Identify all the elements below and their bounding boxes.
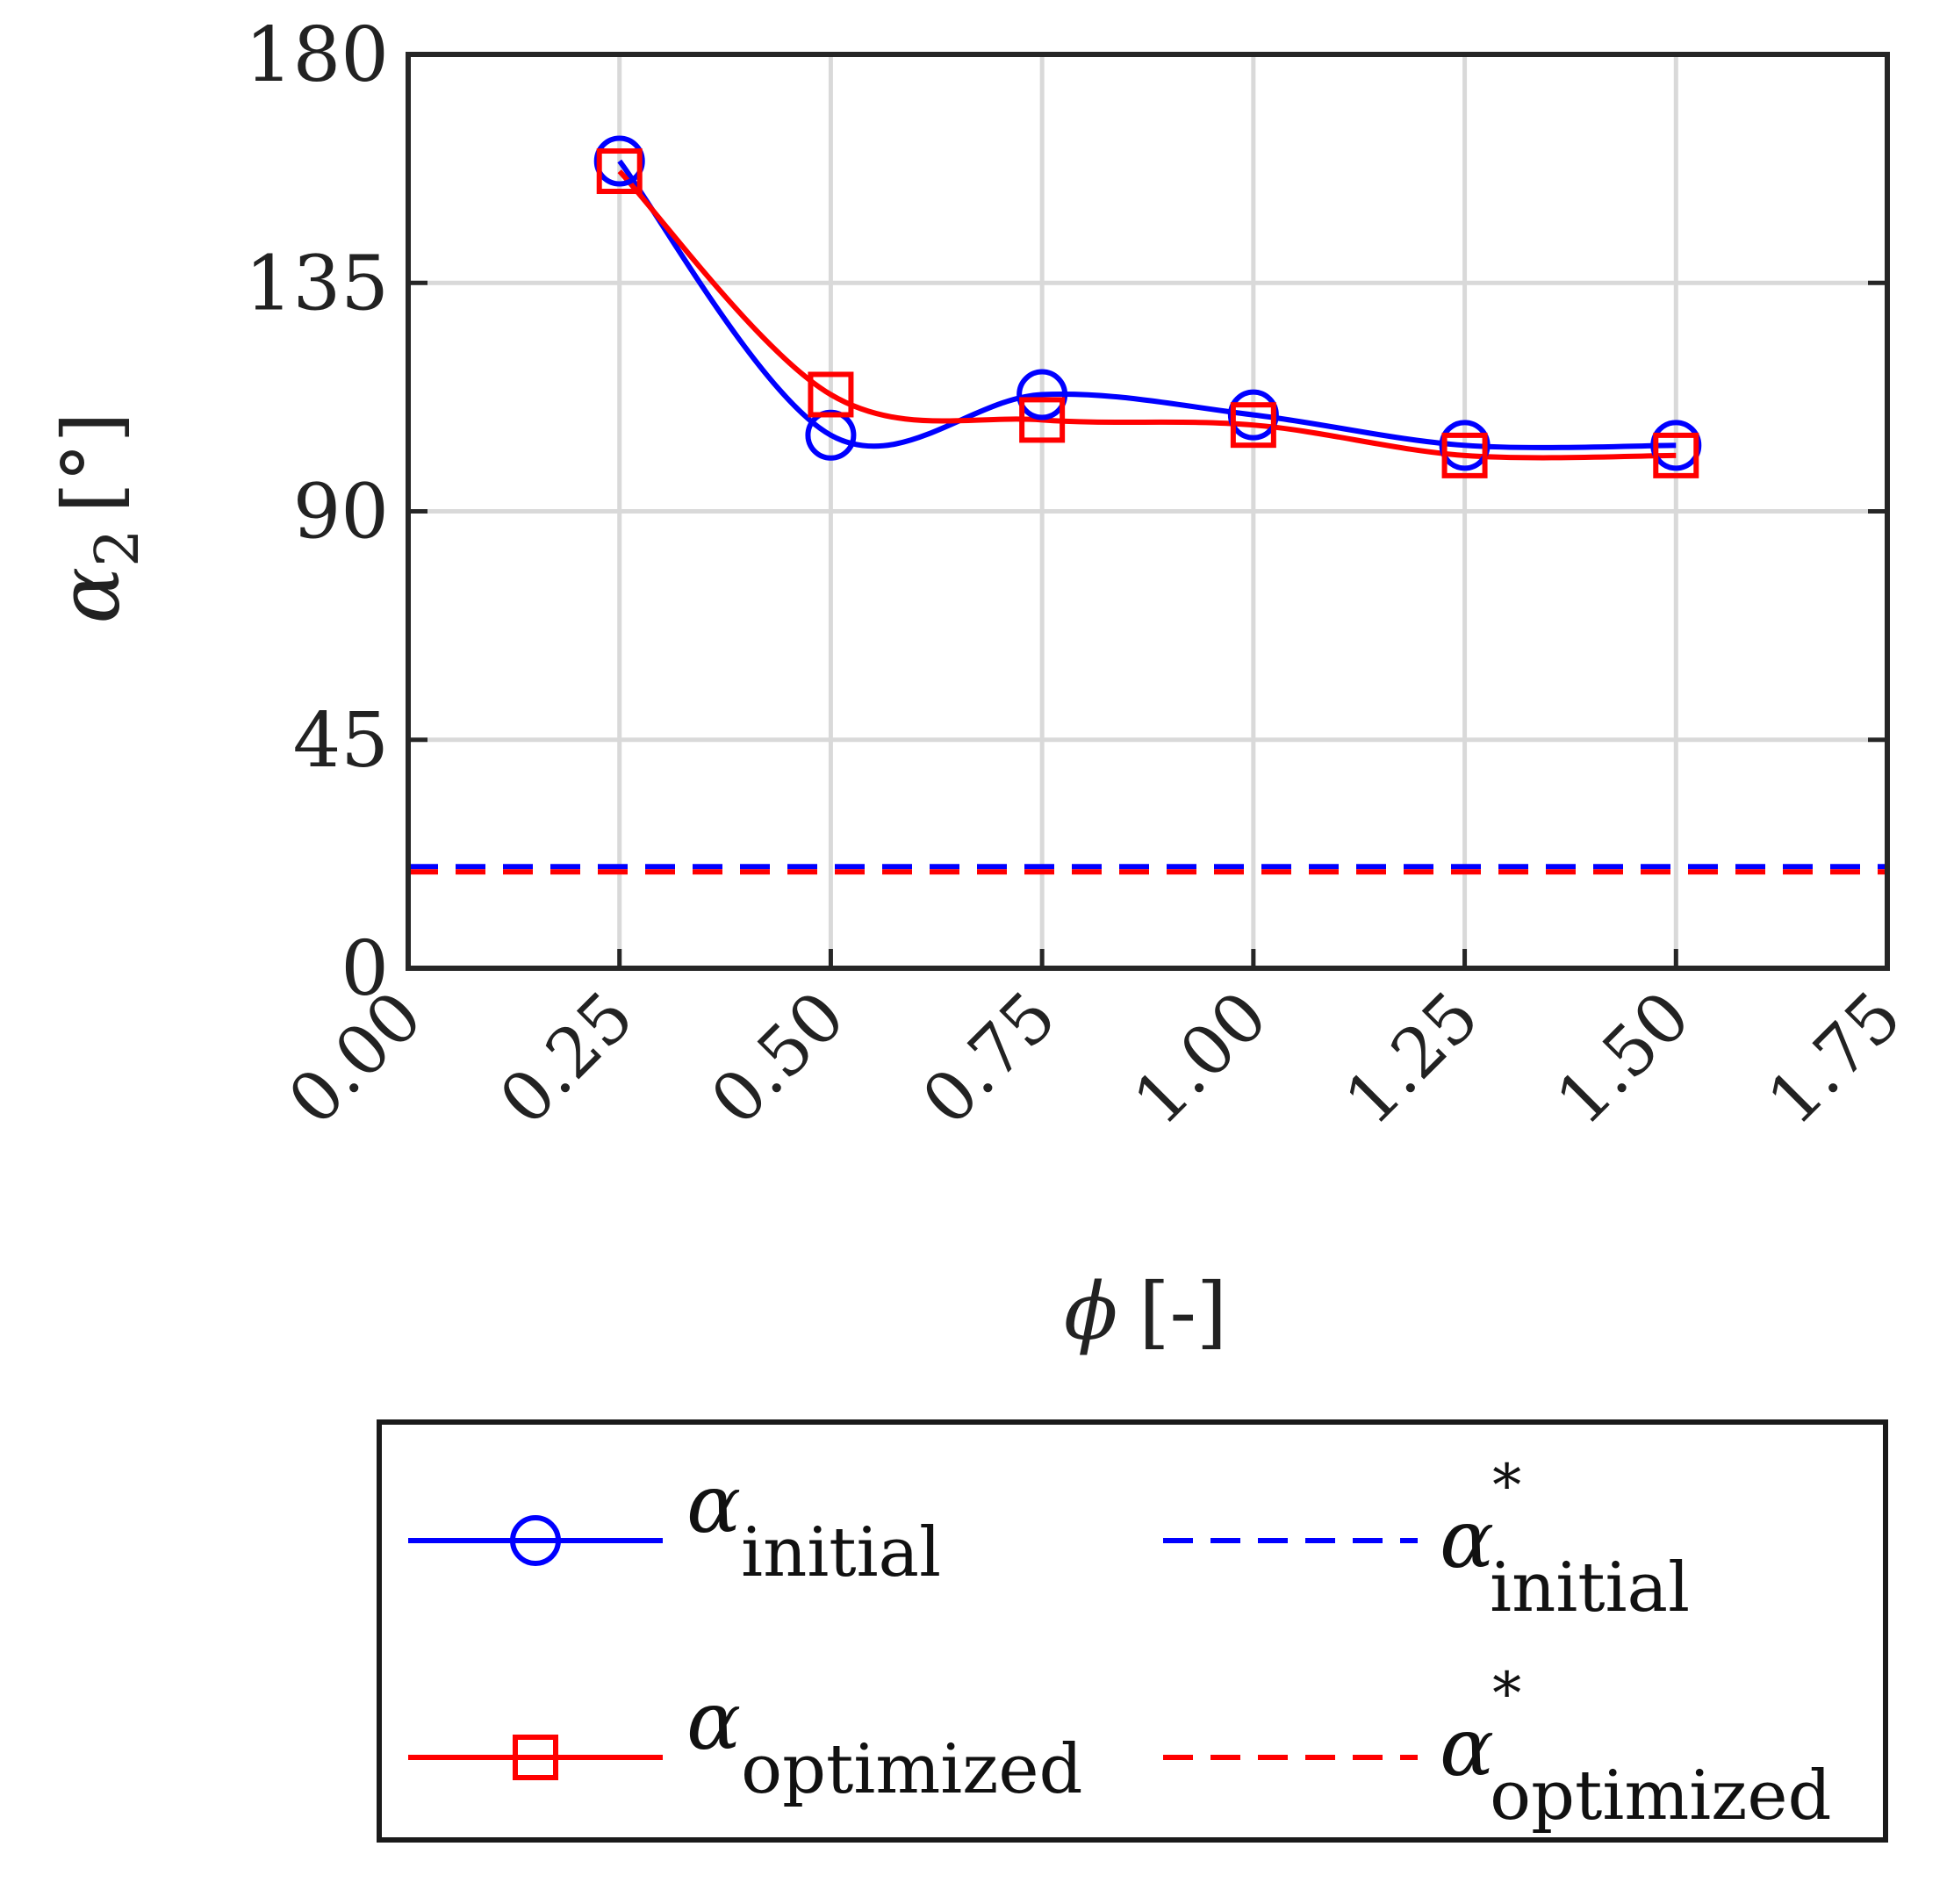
x-axis-label: ϕ [-] (1064, 1266, 1227, 1358)
legend-entry-initial-star: α* initial (1163, 1452, 1690, 1627)
legend-marker-square (513, 1735, 558, 1780)
y-tick-label: 180 (245, 11, 389, 99)
plot-frame (406, 52, 1890, 971)
legend-label-optimized-star: α* optimized (1440, 1660, 1831, 1836)
legend-label-initial-star: α* initial (1440, 1452, 1690, 1627)
x-tick-label: 1.50 (1541, 977, 1705, 1140)
series-lines (617, 159, 1677, 461)
x-tick-label: 1.75 (1753, 977, 1916, 1140)
series-line-initial (617, 159, 1677, 450)
legend-label-optimized: αoptimized (686, 1674, 1082, 1809)
legend-box (377, 1419, 1888, 1843)
legend-label-initial: αinitial (686, 1457, 941, 1592)
y-tick-label: 45 (293, 697, 389, 785)
x-tick-label: 0.75 (908, 977, 1071, 1140)
legend-marker-circle (510, 1515, 561, 1566)
data-point-optimized (1441, 432, 1488, 478)
data-point-optimized (1653, 432, 1699, 478)
x-tick-labels: 0.00 0.25 0.50 0.75 1.00 1.25 1.50 1.75 (274, 977, 1916, 1140)
data-point-initial (1017, 369, 1068, 420)
x-tick-label: 0.25 (485, 977, 649, 1140)
y-tick-label: 0 (341, 925, 389, 1013)
data-point-optimized (808, 371, 854, 418)
series-line-optimized (617, 169, 1677, 461)
y-tick-label: 90 (293, 469, 389, 557)
legend-entry-optimized: αoptimized (408, 1674, 1082, 1809)
legend-entry-optimized-star: α* optimized (1163, 1660, 1831, 1836)
series-markers (593, 135, 1702, 478)
y-axis-label: α2[°] (40, 412, 153, 623)
legend-entry-initial: αinitial (408, 1457, 941, 1592)
x-tick-label: 0.50 (696, 977, 859, 1140)
reference-lines (408, 864, 1887, 875)
x-tick-label: 1.00 (1119, 977, 1282, 1140)
x-tick-label: 1.25 (1331, 977, 1494, 1140)
data-point-optimized (1230, 402, 1276, 449)
legend: αinitial α* initial αoptimized α* optimize… (377, 1419, 1888, 1843)
y-tick-labels: 0 45 90 135 180 (245, 11, 389, 1013)
data-point-optimized (1019, 397, 1066, 443)
y-tick-label: 135 (245, 240, 389, 327)
data-point-optimized (596, 148, 643, 195)
